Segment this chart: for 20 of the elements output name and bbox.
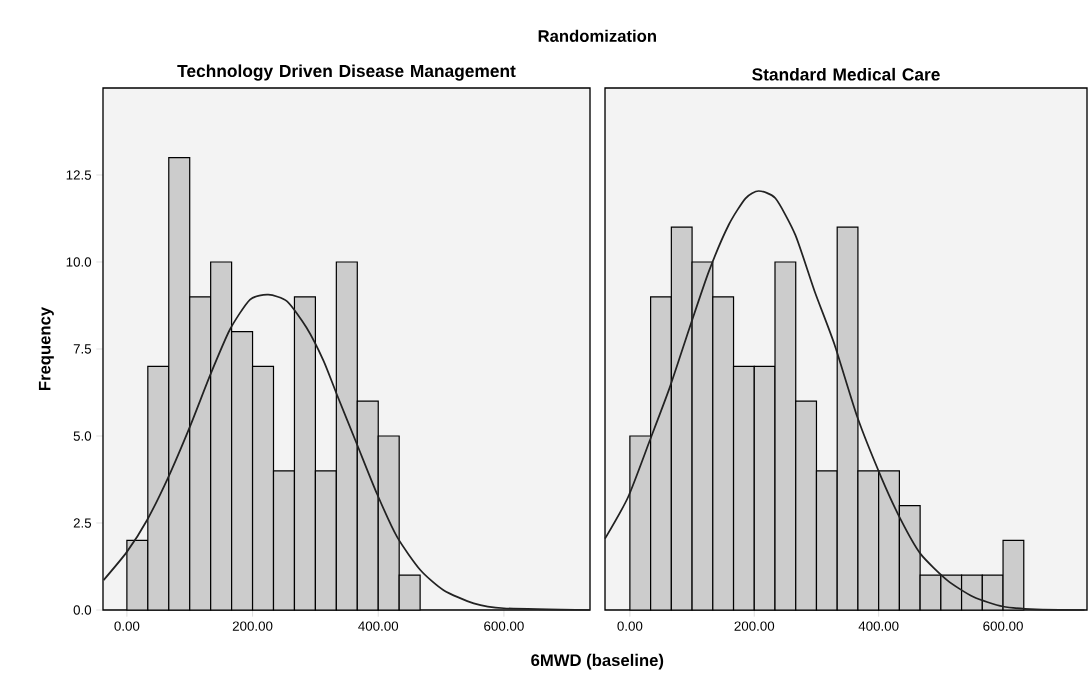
x-tick-label: 0.00 [617,621,643,631]
y-tick-label: 5.0 [73,431,92,441]
x-tick-label: 200.00 [734,621,775,631]
y-tick-label: 7.5 [73,344,92,354]
chart-title: Standard Medical Care [752,67,940,81]
x-tick-label: 600.00 [983,621,1023,631]
x-tick-label: 0.00 [114,621,140,631]
x-tick-label: 400.00 [358,621,399,631]
x-tick-label: 200.00 [232,621,273,631]
y-axis-title: Frequency [38,306,54,391]
y-tick-label: 2.5 [73,518,92,528]
line-series [102,293,591,611]
y-tick-label: 10.0 [66,257,92,267]
y-tick-label: 0.0 [73,605,92,615]
y-tick-label: 12.5 [66,170,92,180]
x-tick-label: 600.00 [484,621,524,631]
x-axis-title: 6MWD (baseline) [531,653,664,670]
x-tick-label: 400.00 [858,621,899,631]
text: Randomization [538,29,656,42]
chart-title: Technology Driven Disease Management [177,64,516,81]
